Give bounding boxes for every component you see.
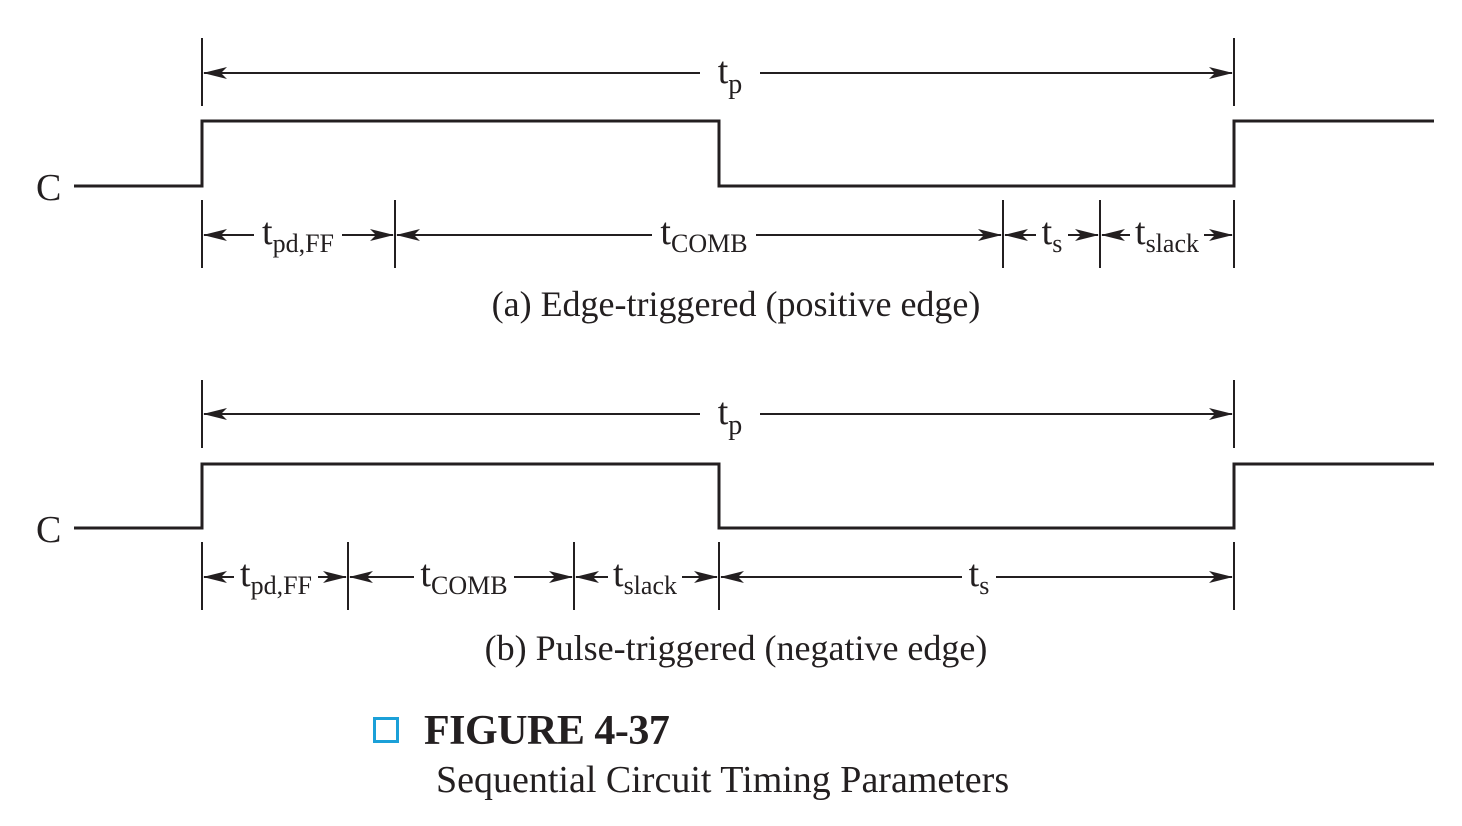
panel-a xyxy=(74,38,1434,268)
segment-label-ts: ts xyxy=(1042,211,1063,258)
panel-b xyxy=(74,380,1434,610)
segment-label-tcomb: tCOMB xyxy=(420,553,507,600)
signal-label-c: C xyxy=(36,167,61,209)
period-label: tp xyxy=(718,50,743,100)
panel-caption: (b) Pulse-triggered (negative edge) xyxy=(485,628,988,668)
figure-subtitle: Sequential Circuit Timing Parameters xyxy=(436,759,1010,801)
figure-title: FIGURE 4-37 xyxy=(424,708,670,754)
panel-caption: (a) Edge-triggered (positive edge) xyxy=(492,284,981,324)
figure-marker-square-icon xyxy=(373,717,399,743)
signal-label-c: C xyxy=(36,509,61,551)
segment-label-tpd-ff: tpd,FF xyxy=(240,553,312,600)
segment-label-ts: ts xyxy=(969,553,990,600)
segment-label-tcomb: tCOMB xyxy=(660,211,747,258)
period-label: tp xyxy=(718,391,743,441)
segment-label-tpd-ff: tpd,FF xyxy=(262,211,334,258)
clock-waveform xyxy=(74,119,1434,188)
segment-label-tslack: tslack xyxy=(613,553,677,600)
segment-label-tslack: tslack xyxy=(1135,211,1199,258)
clock-waveform xyxy=(74,462,1434,530)
